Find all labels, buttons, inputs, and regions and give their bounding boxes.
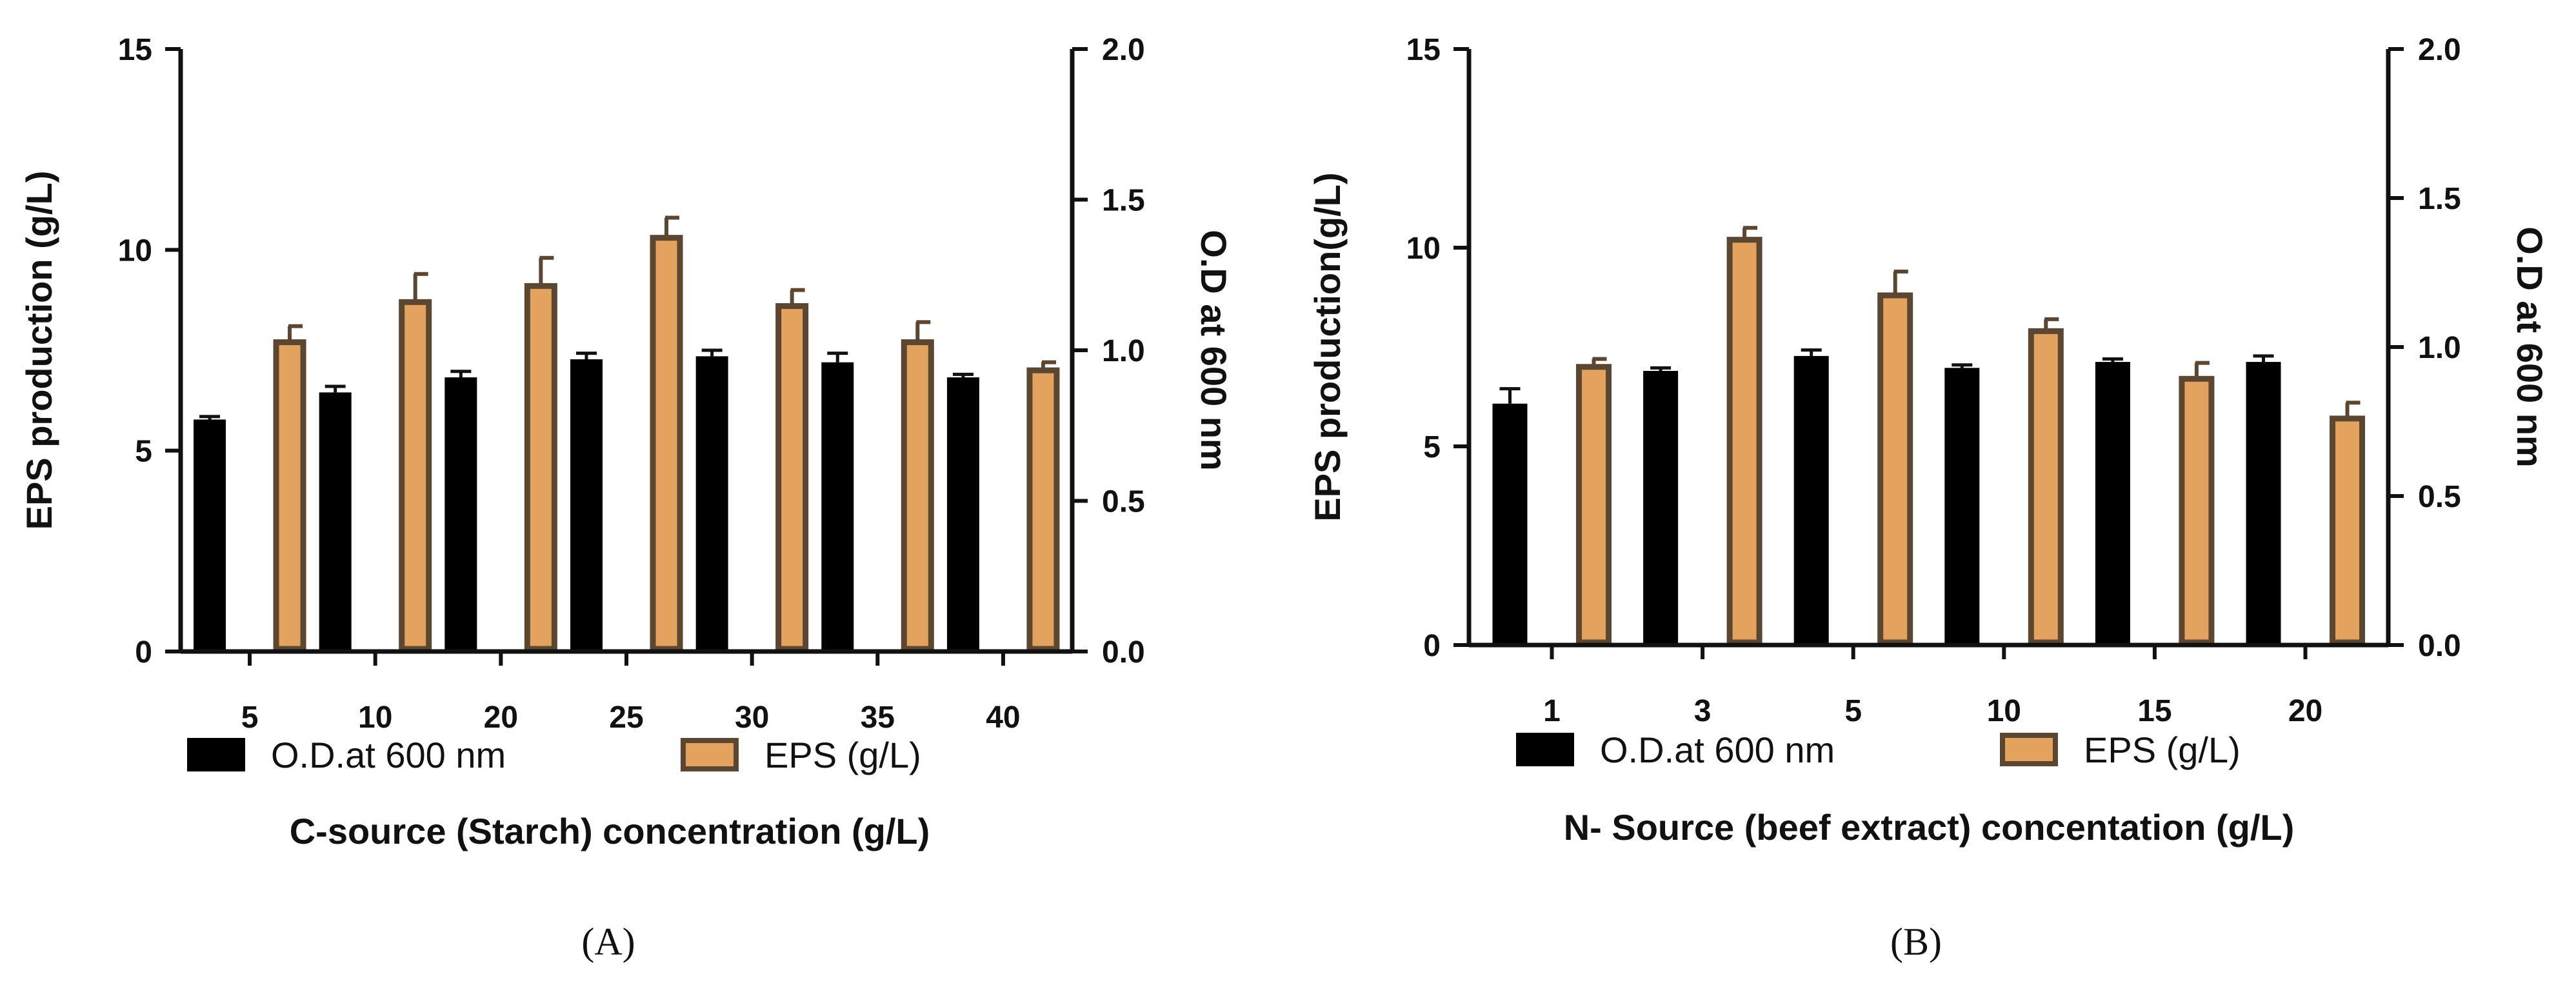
- right-y-tick-label: 1.5: [2418, 182, 2461, 216]
- left-y-tick-label: 15: [1406, 33, 1441, 67]
- od-bar: [1492, 403, 1528, 645]
- left-y-tick-label: 5: [135, 435, 152, 469]
- eps-bar: [524, 283, 557, 652]
- od-bar: [946, 377, 979, 651]
- eps-bar: [650, 235, 683, 652]
- right-y-tick-label: 2.0: [1102, 33, 1145, 67]
- x-tick-label: 5: [241, 701, 259, 735]
- od-bar: [1793, 355, 1829, 645]
- eps-bar: [901, 339, 934, 652]
- eps-bar: [1026, 367, 1060, 652]
- right-y-axis-title: O.D at 600 nm: [1193, 230, 1234, 470]
- x-tick-label: 10: [358, 701, 392, 735]
- x-tick-label: 40: [986, 701, 1020, 735]
- eps-bar: [1726, 237, 1762, 646]
- x-axis-title: C-source (Starch) concentration (g/L): [290, 811, 930, 851]
- eps-bar: [775, 303, 809, 652]
- left-y-axis-title: EPS production(g/L): [1307, 172, 1348, 521]
- x-tick-label: 20: [484, 701, 518, 735]
- right-y-axis-title: O.D at 600 nm: [2510, 226, 2550, 467]
- legend-swatch-od: [187, 738, 245, 771]
- od-bar: [821, 362, 854, 651]
- legend-swatch-eps: [681, 738, 739, 771]
- eps-bar: [2179, 375, 2215, 646]
- od-bar: [1944, 368, 1980, 645]
- x-tick-label: 25: [609, 701, 643, 735]
- right-y-tick-label: 0.5: [2418, 480, 2461, 514]
- x-tick-label: 5: [1844, 694, 1862, 728]
- legend-label-od: O.D.at 600 nm: [271, 735, 506, 775]
- eps-bar: [1575, 364, 1612, 646]
- od-bar: [2246, 362, 2281, 645]
- od-bar: [444, 377, 477, 651]
- right-y-tick-label: 2.0: [2418, 33, 2461, 67]
- right-y-tick-label: 1.5: [1102, 184, 1145, 218]
- right-y-tick-label: 0.0: [1102, 635, 1145, 670]
- left-y-axis-title: EPS production (g/L): [19, 171, 59, 530]
- od-bar: [194, 419, 226, 651]
- x-tick-label: 15: [2137, 694, 2172, 728]
- left-y-tick-label: 15: [118, 33, 152, 67]
- x-tick-label: 30: [735, 701, 769, 735]
- left-y-tick-label: 5: [1423, 430, 1441, 464]
- legend-label-eps: EPS (g/L): [2084, 730, 2241, 770]
- od-bar: [319, 392, 352, 651]
- left-y-tick-label: 10: [1406, 232, 1441, 266]
- od-bar: [695, 356, 728, 651]
- x-tick-label: 35: [861, 701, 895, 735]
- eps-bar: [273, 339, 306, 652]
- right-y-tick-label: 0.0: [2418, 629, 2461, 663]
- right-y-tick-label: 0.5: [1102, 485, 1145, 519]
- left-y-tick-label: 0: [1423, 629, 1441, 663]
- right-y-tick-label: 1.0: [2418, 331, 2461, 365]
- eps-bar: [2330, 415, 2366, 646]
- legend-label-od: O.D.at 600 nm: [1600, 730, 1835, 770]
- left-y-tick-label: 0: [135, 635, 152, 670]
- eps-bar: [2028, 328, 2064, 646]
- x-axis-title: N- Source (beef extract) concentation (g…: [1564, 807, 2295, 848]
- x-tick-label: 1: [1543, 694, 1561, 728]
- x-tick-label: 10: [1987, 694, 2021, 728]
- left-y-tick-label: 10: [118, 234, 152, 268]
- od-bar: [1643, 370, 1679, 645]
- panel-label: (B): [1890, 920, 1942, 963]
- legend-label-eps: EPS (g/L): [764, 735, 921, 775]
- legend-swatch-od: [1516, 733, 1574, 766]
- right-y-tick-label: 1.0: [1102, 334, 1145, 368]
- panel-label: (A): [581, 920, 635, 963]
- x-tick-label: 20: [2288, 694, 2322, 728]
- eps-bar: [1877, 292, 1913, 646]
- legend-swatch-eps: [2000, 733, 2058, 766]
- eps-bar: [399, 299, 432, 652]
- x-tick-label: 3: [1694, 694, 1712, 728]
- od-bar: [2095, 362, 2130, 645]
- od-bar: [570, 359, 603, 651]
